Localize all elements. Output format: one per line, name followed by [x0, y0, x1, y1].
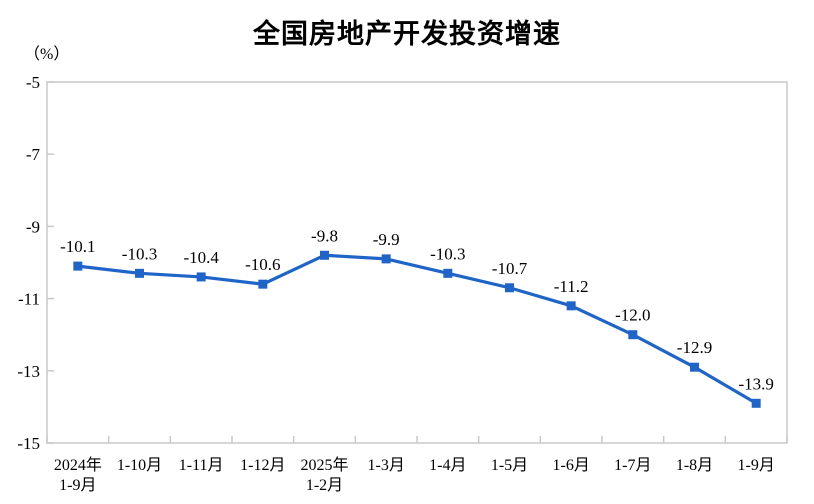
x-axis-tick-label: 1-9月: [59, 477, 96, 494]
x-axis-tick-label: 1-3月: [367, 457, 404, 474]
data-point-label: -10.3: [430, 244, 465, 263]
data-point-label: -12.0: [615, 306, 650, 325]
y-axis-unit-label: （%）: [24, 46, 70, 63]
x-axis-tick-label: 1-4月: [429, 457, 466, 474]
y-axis-tick-label: -15: [17, 434, 40, 453]
plot-border: [46, 81, 788, 444]
data-point-marker: [566, 301, 576, 311]
data-point-marker: [135, 268, 144, 278]
data-point-label: -9.9: [373, 230, 400, 249]
x-axis-tick-label: 1-5月: [491, 457, 528, 474]
data-point-marker: [258, 279, 268, 289]
data-point-marker: [73, 261, 83, 271]
data-point-marker: [751, 398, 761, 408]
data-point-label: -12.9: [677, 338, 712, 357]
data-point-marker: [690, 362, 699, 372]
x-axis-tick-label: 1-11月: [179, 457, 224, 474]
chart-title: 全国房地产开发投资增速: [253, 19, 561, 49]
x-axis-tick-label: 2025年: [300, 456, 348, 474]
data-point-marker: [196, 272, 206, 282]
data-point-label: -10.6: [245, 255, 280, 274]
x-axis-tick-label: 1-12月: [240, 457, 285, 474]
data-point-marker: [320, 250, 329, 260]
data-line-series: [76, 253, 758, 405]
data-point-label: -10.3: [122, 244, 157, 263]
y-axis-tick-label: -13: [17, 362, 40, 381]
data-point-marker: [443, 268, 453, 278]
x-axis-tick-label: 1-8月: [676, 457, 713, 474]
data-point-label: -11.2: [554, 277, 589, 296]
data-point-label: -10.7: [492, 259, 528, 278]
x-axis-tick-label: 1-9月: [737, 457, 774, 474]
y-axis-tick-label: -5: [26, 73, 40, 92]
y-axis-tick-label: -11: [18, 290, 40, 309]
data-point-label: -10.4: [183, 248, 219, 267]
data-point-marker: [505, 283, 514, 293]
x-axis-tick-label: 1-2月: [306, 477, 343, 494]
y-axis-tick-label: -9: [26, 217, 40, 236]
data-point-label: -13.9: [738, 374, 773, 393]
x-axis-tick-label: 1-6月: [552, 457, 589, 474]
x-axis-tick-label: 2024年: [54, 456, 102, 474]
data-point-marker: [628, 330, 638, 340]
data-point-label: -10.1: [60, 237, 95, 256]
x-axis-tick-label: 1-7月: [614, 457, 651, 474]
y-axis-tick-label: -7: [26, 145, 41, 164]
data-point-label: -9.8: [311, 226, 338, 245]
x-axis-tick-label: 1-10月: [117, 457, 162, 474]
data-point-marker: [381, 254, 391, 264]
